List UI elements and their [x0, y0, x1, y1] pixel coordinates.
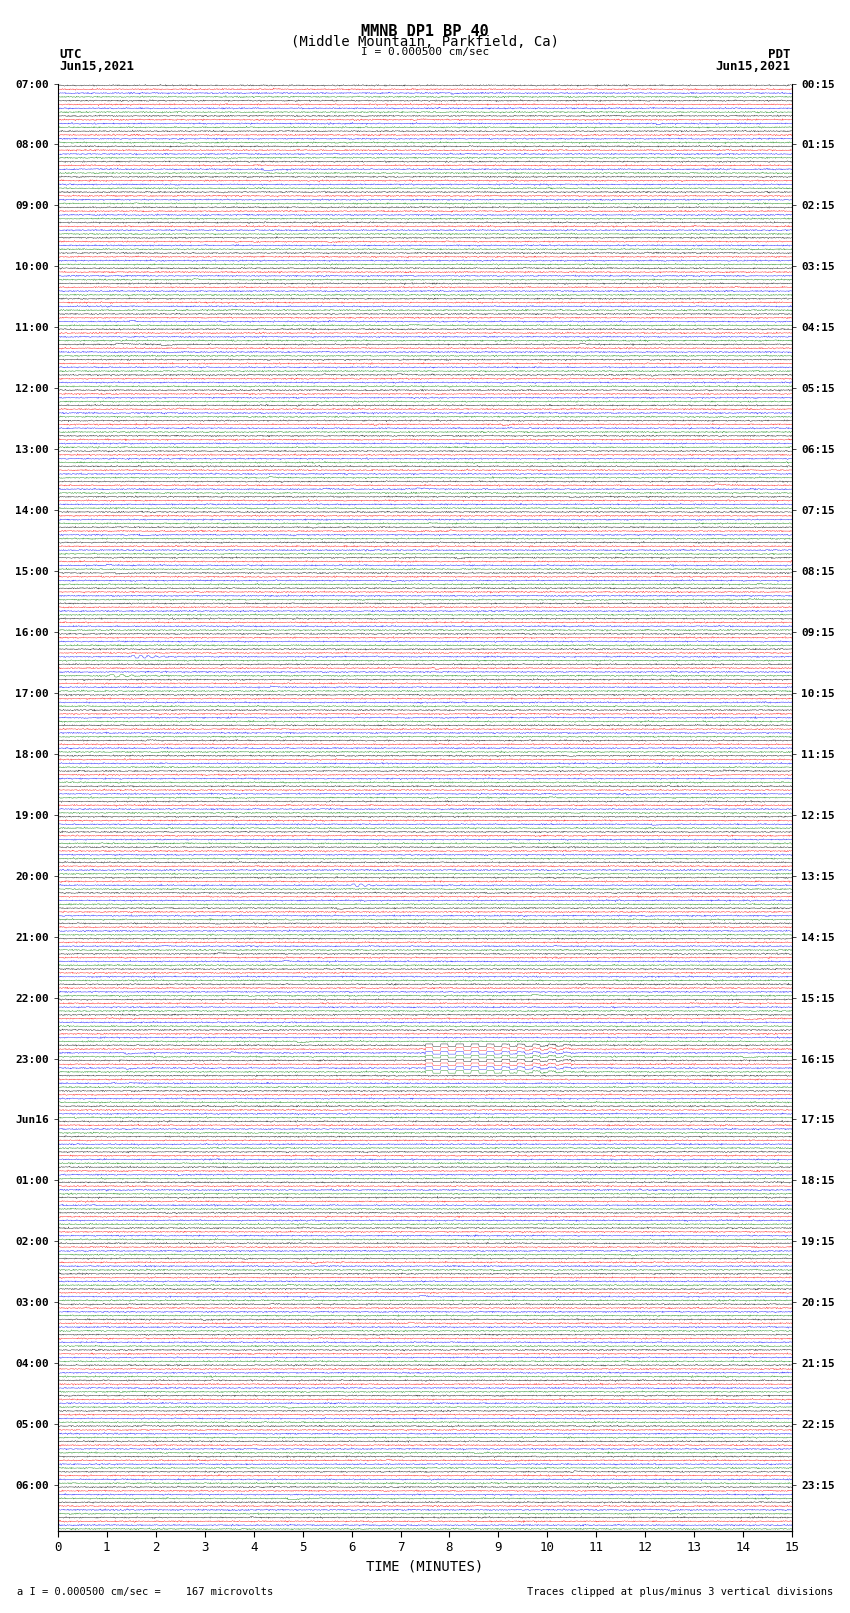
Text: Jun15,2021: Jun15,2021: [716, 60, 790, 73]
Text: MMNB DP1 BP 40: MMNB DP1 BP 40: [361, 24, 489, 39]
Text: I = 0.000500 cm/sec: I = 0.000500 cm/sec: [361, 47, 489, 56]
Text: PDT: PDT: [768, 48, 790, 61]
Text: UTC: UTC: [60, 48, 82, 61]
X-axis label: TIME (MINUTES): TIME (MINUTES): [366, 1560, 484, 1574]
Text: Jun15,2021: Jun15,2021: [60, 60, 134, 73]
Text: (Middle Mountain, Parkfield, Ca): (Middle Mountain, Parkfield, Ca): [291, 35, 559, 50]
Text: Traces clipped at plus/minus 3 vertical divisions: Traces clipped at plus/minus 3 vertical …: [527, 1587, 833, 1597]
Text: a I = 0.000500 cm/sec =    167 microvolts: a I = 0.000500 cm/sec = 167 microvolts: [17, 1587, 273, 1597]
